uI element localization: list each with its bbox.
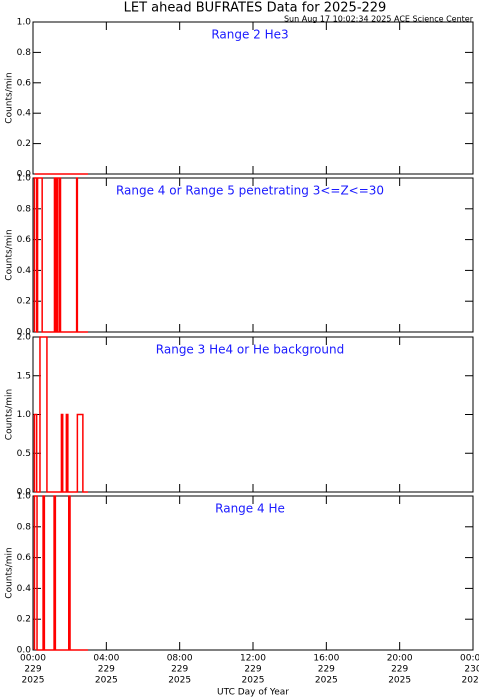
x-tick-label: 04:00 xyxy=(93,654,119,664)
plot-frame xyxy=(32,21,474,175)
x-tick-year: 2025 xyxy=(242,676,265,686)
y-tick-label: 0.0 xyxy=(17,328,32,338)
panel-annotation: Range 3 He4 or He background xyxy=(156,343,344,357)
x-tick-label: 08:00 xyxy=(167,654,193,664)
y-axis-label: Counts/min xyxy=(5,229,15,280)
y-tick-label: 1.5 xyxy=(17,371,31,381)
x-tick-year: 2025 xyxy=(315,676,338,686)
panel-annotation: Range 4 or Range 5 penetrating 3<=Z<=30 xyxy=(116,184,384,198)
x-tick-label: 00:00 xyxy=(20,654,46,664)
y-tick-label: 0.4 xyxy=(17,584,32,594)
y-tick-label: 0.6 xyxy=(17,553,32,563)
plot-frame xyxy=(32,177,474,333)
x-tick-day: 229 xyxy=(244,665,261,675)
x-tick-day: 229 xyxy=(98,665,115,675)
y-tick-label: 0.8 xyxy=(17,522,32,532)
plot-frame xyxy=(32,336,474,493)
x-tick-day: 230 xyxy=(464,665,479,675)
x-tick-year: 2025 xyxy=(462,676,479,686)
y-tick-label: 1.0 xyxy=(17,18,32,28)
y-tick-label: 0.5 xyxy=(17,449,31,459)
chart-title: LET ahead BUFRATES Data for 2025-229 xyxy=(124,1,387,16)
y-tick-label: 0.2 xyxy=(17,615,31,625)
y-tick-label: 0.4 xyxy=(17,266,32,276)
y-tick-label: 0.6 xyxy=(17,78,32,88)
y-axis-label: Counts/min xyxy=(5,389,15,440)
y-tick-label: 0.2 xyxy=(17,297,31,307)
x-tick-day: 229 xyxy=(24,665,41,675)
x-tick-day: 229 xyxy=(171,665,188,675)
data-line xyxy=(33,336,88,493)
x-tick-year: 2025 xyxy=(168,676,191,686)
data-line xyxy=(33,495,88,651)
y-tick-label: 0.2 xyxy=(17,139,31,149)
chart-subtitle: Sun Aug 17 10:02:34 2025 ACE Science Cen… xyxy=(284,15,474,24)
x-tick-label: 20:00 xyxy=(387,654,413,664)
panel-annotation: Range 4 He xyxy=(215,502,285,516)
y-tick-label: 1.0 xyxy=(17,410,32,420)
y-tick-label: 0.0 xyxy=(17,488,32,498)
x-tick-year: 2025 xyxy=(95,676,118,686)
y-tick-label: 0.0 xyxy=(17,170,32,180)
x-tick-year: 2025 xyxy=(22,676,45,686)
data-line xyxy=(33,177,88,333)
y-tick-label: 0.0 xyxy=(17,646,32,656)
y-tick-label: 0.6 xyxy=(17,235,32,245)
x-tick-label: 00:00 xyxy=(460,654,479,664)
y-axis-label: Counts/min xyxy=(5,72,15,123)
x-tick-day: 229 xyxy=(318,665,335,675)
x-tick-year: 2025 xyxy=(388,676,411,686)
y-tick-label: 0.4 xyxy=(17,109,32,119)
y-tick-label: 0.8 xyxy=(17,204,32,214)
y-tick-label: 1.0 xyxy=(17,492,32,502)
x-tick-label: 12:00 xyxy=(240,654,266,664)
y-axis-label: Counts/min xyxy=(5,547,15,598)
panel-annotation: Range 2 He3 xyxy=(211,28,288,42)
x-tick-label: 16:00 xyxy=(313,654,339,664)
plot-frame xyxy=(32,495,474,651)
x-axis-label: UTC Day of Year xyxy=(217,688,289,698)
x-tick-day: 229 xyxy=(391,665,408,675)
y-tick-label: 0.8 xyxy=(17,48,32,58)
y-tick-label: 2.0 xyxy=(17,333,32,343)
y-tick-label: 1.0 xyxy=(17,174,32,184)
